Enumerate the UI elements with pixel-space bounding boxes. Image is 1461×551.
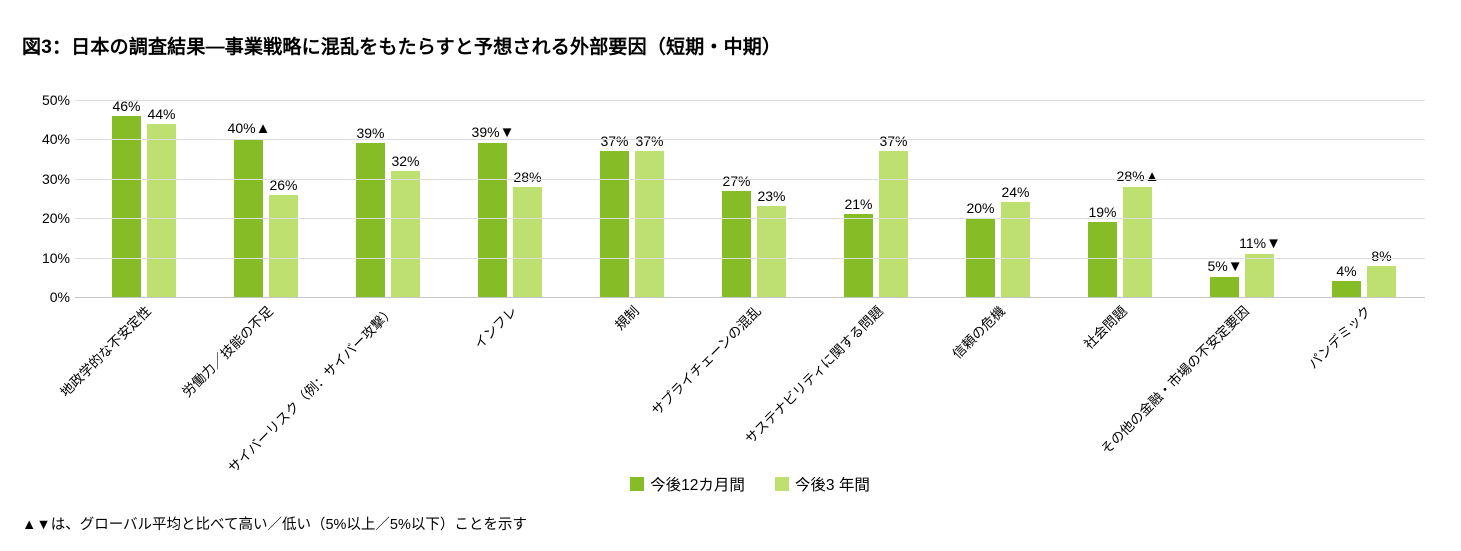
legend: 今後12カ月間 今後3 年間 [75, 473, 1425, 495]
bar-group: 21% 37% [815, 100, 937, 297]
legend-item: 今後3 年間 [774, 473, 870, 495]
bar-今後12カ月間: 46% [112, 99, 141, 297]
gridline [75, 179, 1425, 180]
bar-今後3 年間: 24% [1001, 185, 1030, 297]
legend-label: 今後12カ月間 [650, 477, 745, 494]
bar-今後3 年間: 28% [513, 170, 542, 297]
bar-今後12カ月間: 21% [844, 197, 873, 297]
bar-group: 19% 28%▲ [1059, 100, 1181, 297]
gridline [75, 100, 1425, 101]
bar-今後12カ月間: 37% [600, 134, 629, 297]
legend-item: 今後12カ月間 [630, 473, 745, 495]
footnote: ▲▼は、グローバル平均と比べて高い／低い（5%以上／5%以下）ことを示す [22, 517, 527, 533]
bar-今後3 年間: 32% [391, 154, 420, 297]
bar-value-label: 37% [879, 133, 908, 150]
bar-value-label: 4% [1336, 263, 1357, 280]
bar-groups: 46% 44% 40%▲ 26% 39% 32% 39%▼ 28% 37% 37% 27% 23% 21… [83, 99, 1425, 297]
bar-value-label: 32% [391, 152, 420, 169]
y-axis-tick-label: 40% [41, 131, 70, 147]
y-axis-tick-label: 0% [49, 289, 70, 305]
bar-value-label: 19% [1088, 204, 1117, 221]
bar-value-label: 11%▼ [1239, 234, 1281, 252]
gridline [75, 297, 1425, 298]
bar-value-label: 39%▼ [471, 124, 515, 142]
bar-value-label: 44% [147, 105, 176, 122]
bar-今後12カ月間: 20% [966, 201, 995, 297]
bar-value-label: 24% [1001, 184, 1030, 201]
bar-今後3 年間: 37% [879, 134, 908, 297]
bar-value-label: 20% [966, 200, 995, 217]
bar-value-label: 26% [269, 176, 298, 193]
below-global-average-icon: ▼ [1266, 234, 1281, 252]
below-global-average-icon: ▼ [1227, 258, 1243, 276]
bar-今後12カ月間: 19% [1088, 205, 1117, 297]
bar-group: 46% 44% [83, 99, 205, 297]
bar-value-label: 37% [635, 133, 664, 150]
bar-group: 37% 37% [571, 100, 693, 297]
bar-group: 39% 32% [327, 100, 449, 297]
above-global-average-icon: ▲ [1144, 167, 1160, 185]
bar-今後3 年間: 28%▲ [1117, 169, 1159, 297]
chart-title: 図3：日本の調査結果—事業戦略に混乱をもたらすと予想される外部要因（短期・中期） [22, 37, 782, 58]
bar-今後12カ月間: 27% [722, 174, 751, 297]
bar-今後3 年間: 26% [269, 178, 298, 297]
bar-group: 20% 24% [937, 100, 1059, 297]
bar-今後3 年間: 23% [757, 189, 786, 297]
bar-group: 27% 23% [693, 100, 815, 297]
gridline [75, 258, 1425, 259]
y-axis-tick-label: 10% [41, 250, 70, 266]
bar-今後3 年間: 44% [147, 107, 176, 297]
bar-今後12カ月間: 39% [356, 126, 385, 297]
gridline [75, 218, 1425, 219]
gridline [75, 139, 1425, 140]
legend-swatch-icon [630, 477, 645, 491]
bar-value-label: 37% [600, 133, 629, 150]
bar-今後3 年間: 11%▼ [1239, 236, 1281, 297]
bar-今後3 年間: 37% [635, 134, 664, 297]
y-axis-tick-label: 50% [41, 92, 70, 108]
bar-group: 39%▼ 28% [449, 100, 571, 297]
bar-group: 5%▼ 11%▼ [1181, 100, 1303, 297]
bar-value-label: 40%▲ [227, 120, 271, 138]
bar-value-label: 27% [722, 172, 751, 189]
bar-value-label: 28% [513, 168, 542, 185]
bar-value-label: 39% [356, 125, 385, 142]
y-axis-tick-label: 20% [41, 210, 70, 226]
below-global-average-icon: ▼ [499, 124, 515, 142]
bar-value-label: 21% [844, 196, 873, 213]
legend-label: 今後3 年間 [794, 477, 870, 494]
legend-swatch-icon [774, 477, 789, 491]
bar-今後3 年間: 8% [1367, 249, 1396, 297]
bar-今後12カ月間: 39%▼ [472, 125, 514, 297]
bar-value-label: 28%▲ [1116, 167, 1160, 185]
bar-value-label: 5%▼ [1207, 258, 1243, 276]
bar-value-label: 8% [1371, 247, 1392, 264]
bar-group: 4% 8% [1303, 100, 1425, 297]
bar-group: 40%▲ 26% [205, 100, 327, 297]
bar-今後12カ月間: 4% [1332, 264, 1361, 297]
bar-今後12カ月間: 5%▼ [1207, 259, 1243, 297]
above-global-average-icon: ▲ [255, 120, 271, 138]
y-axis-tick-label: 30% [41, 171, 70, 187]
bar-value-label: 23% [757, 188, 786, 205]
bar-value-label: 46% [112, 97, 141, 114]
